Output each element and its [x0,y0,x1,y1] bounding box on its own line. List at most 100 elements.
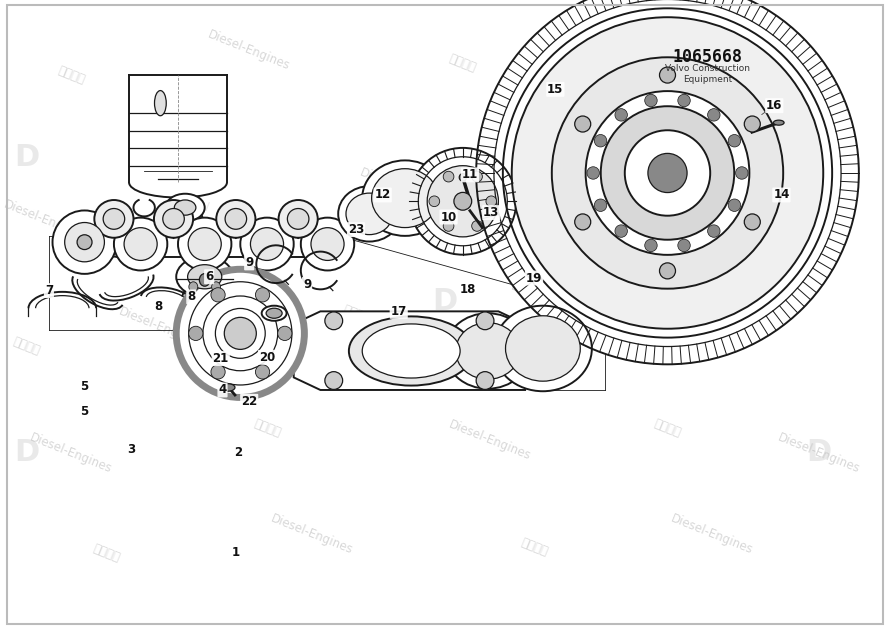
Text: 20: 20 [259,351,275,364]
Ellipse shape [338,186,400,242]
Ellipse shape [311,228,344,260]
Text: Diesel-Engines: Diesel-Engines [669,512,755,557]
Text: 4: 4 [218,384,227,396]
Text: 8: 8 [187,291,196,303]
Text: Diesel-Engines: Diesel-Engines [447,418,532,463]
Ellipse shape [155,91,166,116]
Ellipse shape [176,257,233,297]
Circle shape [211,365,225,379]
Text: 14: 14 [773,189,789,201]
Ellipse shape [154,200,193,238]
Ellipse shape [346,193,392,235]
Circle shape [255,287,270,302]
Ellipse shape [362,160,448,236]
Circle shape [625,130,710,216]
Ellipse shape [178,218,231,270]
Circle shape [615,225,627,237]
Ellipse shape [250,228,284,260]
Text: 11: 11 [462,169,478,181]
Text: 6: 6 [205,270,214,283]
Circle shape [659,263,676,279]
Ellipse shape [124,228,158,260]
Ellipse shape [240,218,294,270]
Circle shape [454,192,472,210]
Ellipse shape [262,306,287,321]
Circle shape [409,148,516,255]
Text: 紫发动力: 紫发动力 [519,536,549,559]
Text: 9: 9 [245,257,254,269]
Ellipse shape [494,306,592,391]
Text: 紫发动力: 紫发动力 [56,64,86,87]
Circle shape [708,225,720,237]
Circle shape [648,153,687,192]
Text: D: D [806,143,831,172]
Circle shape [587,167,600,179]
Text: Diesel-Engines: Diesel-Engines [616,53,701,98]
Text: 紫发动力: 紫发动力 [12,335,42,357]
Circle shape [678,239,691,252]
Ellipse shape [445,313,530,389]
Ellipse shape [174,200,196,215]
Text: Diesel-Engines: Diesel-Engines [2,198,87,243]
Polygon shape [294,311,525,390]
Circle shape [644,94,657,107]
Circle shape [443,171,454,182]
Text: 7: 7 [44,284,53,297]
Circle shape [189,326,203,340]
Text: 紫发动力: 紫发动力 [92,542,122,565]
Ellipse shape [103,209,125,229]
Circle shape [728,135,740,147]
Text: 紫发动力: 紫发动力 [448,52,478,74]
Ellipse shape [279,200,318,238]
Ellipse shape [94,200,134,238]
Circle shape [659,67,676,83]
Circle shape [601,106,734,240]
Text: D: D [433,287,457,316]
Ellipse shape [362,324,460,378]
Circle shape [678,94,691,107]
Text: Diesel-Engines: Diesel-Engines [117,304,203,350]
Ellipse shape [53,211,117,274]
Text: 3: 3 [127,443,136,455]
Text: Diesel-Engines: Diesel-Engines [714,166,799,211]
Circle shape [476,372,494,389]
Circle shape [744,116,760,132]
Circle shape [325,312,343,330]
Ellipse shape [166,194,205,221]
Ellipse shape [225,209,247,229]
Circle shape [224,318,256,349]
Text: 22: 22 [241,395,257,408]
Ellipse shape [221,384,235,391]
Circle shape [472,171,482,182]
Ellipse shape [372,169,438,228]
Text: 10: 10 [441,211,457,223]
Ellipse shape [773,120,784,125]
Circle shape [595,199,607,211]
Text: 5: 5 [80,406,89,418]
Text: Diesel-Engines: Diesel-Engines [269,512,354,557]
Text: D: D [14,143,39,172]
Ellipse shape [266,308,282,318]
Circle shape [443,221,454,231]
Text: 紫发动力: 紫发动力 [181,190,211,213]
Ellipse shape [65,223,104,262]
Polygon shape [178,208,219,277]
Text: 12: 12 [375,189,391,201]
Circle shape [575,214,591,230]
Ellipse shape [188,265,222,289]
Text: 15: 15 [547,83,563,96]
Circle shape [595,135,607,147]
Ellipse shape [163,209,184,229]
Ellipse shape [287,209,309,229]
Circle shape [736,167,748,179]
Circle shape [728,199,740,211]
Ellipse shape [199,274,210,286]
Ellipse shape [188,228,222,260]
Circle shape [575,116,591,132]
Text: 1065668: 1065668 [673,48,742,65]
Circle shape [615,109,627,121]
Ellipse shape [212,282,221,292]
Circle shape [744,214,760,230]
Text: 17: 17 [391,305,407,318]
Text: Volvo Construction
Equipment: Volvo Construction Equipment [665,64,750,84]
